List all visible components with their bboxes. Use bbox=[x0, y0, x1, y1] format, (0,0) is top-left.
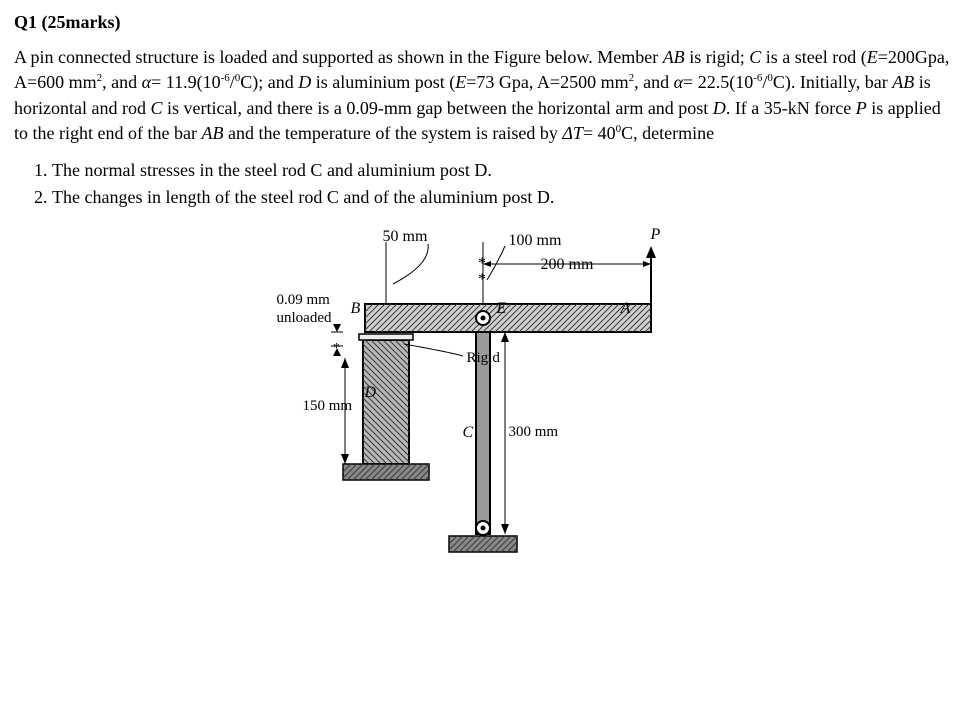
rigid-label: Rigid bbox=[467, 348, 500, 369]
svg-text:*: * bbox=[478, 271, 486, 288]
dim-50mm: 50 mm bbox=[383, 226, 428, 248]
question-paragraph: A pin connected structure is loaded and … bbox=[14, 45, 951, 146]
member-D: D bbox=[365, 382, 377, 404]
member-C: C bbox=[463, 422, 474, 444]
unloaded-label: unloaded bbox=[277, 308, 332, 329]
point-B: B bbox=[351, 298, 361, 320]
dim-100mm: 100 mm bbox=[509, 230, 562, 252]
point-A: A bbox=[621, 298, 631, 320]
question-title: Q1 (25marks) bbox=[14, 10, 951, 35]
question-item-1: The normal stresses in the steel rod C a… bbox=[52, 158, 951, 183]
dim-150mm: 150 mm bbox=[303, 396, 353, 417]
question-item-2: The changes in length of the steel rod C… bbox=[52, 185, 951, 210]
svg-text:*: * bbox=[478, 255, 486, 272]
force-P-label: P bbox=[651, 224, 661, 246]
dim-300mm: 300 mm bbox=[509, 422, 559, 443]
figure-container: *** 50 mm 100 mm 200 mm P 0.09 mm unload… bbox=[14, 224, 951, 584]
dim-200mm: 200 mm bbox=[541, 254, 594, 276]
structure-figure: *** 50 mm 100 mm 200 mm P 0.09 mm unload… bbox=[273, 224, 693, 584]
point-E: E bbox=[497, 298, 507, 320]
question-list: The normal stresses in the steel rod C a… bbox=[34, 158, 951, 210]
